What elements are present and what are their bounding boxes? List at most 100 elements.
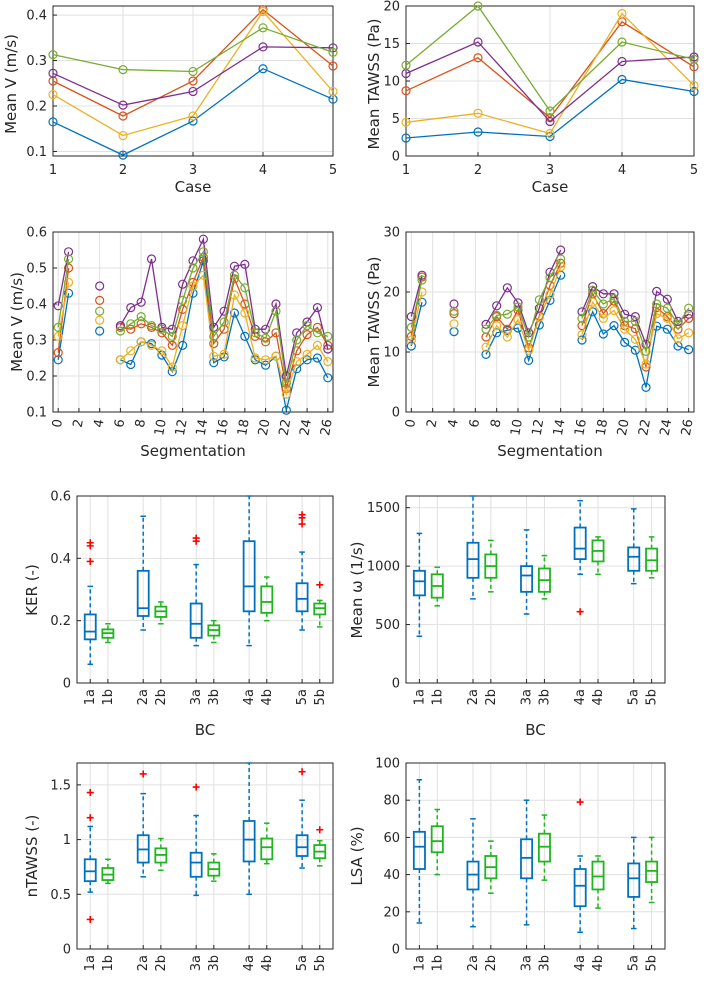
series-line (405, 78, 695, 139)
series-blue (48, 64, 338, 160)
series-line (581, 288, 690, 354)
data-point (178, 295, 188, 305)
data-point (556, 254, 566, 264)
ytick-label: 1000 (367, 560, 400, 575)
box-5a (295, 511, 309, 631)
data-point (473, 1, 483, 11)
data-point (167, 324, 177, 334)
xtick-label: 4b (260, 689, 275, 706)
box-5b (313, 581, 327, 628)
box-1b (430, 566, 444, 607)
xtick-label: 5b (313, 955, 328, 972)
data-point (417, 275, 427, 285)
chart-omega: 0 500 1000 1500 1a 1b 2a 2b 3a 3b 4a 4b 5a 5b BC Mean ω… (348, 495, 666, 739)
ytick-label: 1.5 (50, 778, 71, 793)
data-point (53, 322, 63, 332)
series-green (48, 23, 338, 77)
xtick-label: 1b (101, 689, 116, 706)
data-point (219, 349, 229, 359)
ytick-label: 80 (383, 794, 400, 809)
box-4a (242, 495, 256, 647)
data-point (188, 281, 198, 291)
data-point (502, 283, 512, 293)
ytick-label: 0.3 (26, 334, 47, 349)
xtick-label: 4b (591, 689, 606, 706)
series-line (405, 12, 695, 135)
data-point (662, 324, 672, 334)
xtick-label: 14 (551, 418, 569, 437)
outlier-marker (576, 608, 584, 616)
data-point (115, 355, 126, 365)
box-2b (484, 840, 498, 894)
data-point (481, 349, 491, 359)
xtick-label: 1b (101, 955, 116, 972)
data-point (126, 324, 136, 334)
data-point (449, 299, 459, 309)
data-point (673, 319, 683, 329)
xtick-label: 1a (412, 955, 427, 971)
data-point (620, 316, 630, 326)
box-iqr (83, 613, 97, 641)
box-iqr (573, 868, 587, 908)
ytick-label: 0.4 (26, 298, 47, 313)
outlier-marker (298, 511, 306, 519)
outlier-marker (86, 915, 94, 923)
data-point (240, 308, 250, 318)
axes-frame (76, 495, 334, 684)
xtick-label: 4a (573, 689, 588, 705)
box-3a (520, 529, 534, 615)
xtick-label: 26 (679, 418, 697, 437)
data-point (188, 86, 198, 97)
ytick-label: 15 (383, 37, 400, 52)
ytick-label: 0.4 (26, 9, 47, 24)
series-line (52, 8, 334, 117)
chart-ntawss: 00.511.51a1b2a2b3a3b4a4b5a5bBCnTAWSS (-) (23, 762, 334, 972)
ytick-label: 20 (383, 286, 400, 301)
series-yellow (401, 8, 699, 139)
xtick-label: 1a (83, 689, 98, 705)
xtick-label: 5b (645, 689, 660, 706)
data-point (118, 100, 128, 110)
xtick-label: 3a (189, 689, 204, 705)
xtick-label: 2 (71, 418, 87, 429)
data-point (545, 106, 555, 116)
xtick-label: 3a (520, 689, 535, 705)
data-point (617, 74, 627, 85)
data-point (157, 346, 167, 356)
box-iqr (627, 546, 641, 572)
ytick-label: 0.2 (26, 370, 47, 385)
data-point (534, 295, 544, 305)
data-point (662, 313, 672, 323)
xtick-label: 4b (260, 955, 275, 972)
box-4a (573, 499, 587, 616)
series-line (52, 27, 334, 73)
xtick-label: 2 (474, 163, 482, 178)
xtick-label: 14 (194, 418, 212, 437)
data-point (260, 333, 271, 343)
box-4b (260, 576, 274, 622)
data-point (662, 294, 672, 304)
box-5a (627, 508, 641, 585)
xtick-label: 3a (520, 955, 535, 971)
data-point (545, 273, 555, 283)
outlier-marker (316, 581, 324, 589)
data-point (556, 245, 566, 255)
data-point (118, 111, 128, 121)
series-line (410, 279, 423, 328)
series-line (581, 310, 689, 388)
ytick-label: 0.4 (50, 552, 71, 567)
data-point (652, 321, 662, 331)
data-point (492, 301, 502, 311)
data-point (126, 346, 136, 356)
xtick-label: 2b (154, 689, 169, 706)
data-point (219, 306, 229, 316)
xtick-label: 20 (256, 418, 274, 437)
box-iqr (260, 585, 274, 614)
ytick-label: 0.2 (50, 614, 71, 629)
xtick-label: 1b (430, 689, 445, 706)
box-3b (537, 814, 551, 881)
axes-frame (405, 495, 666, 684)
data-point (689, 86, 699, 97)
data-point (260, 360, 271, 370)
xtick-label: 5 (690, 163, 698, 178)
